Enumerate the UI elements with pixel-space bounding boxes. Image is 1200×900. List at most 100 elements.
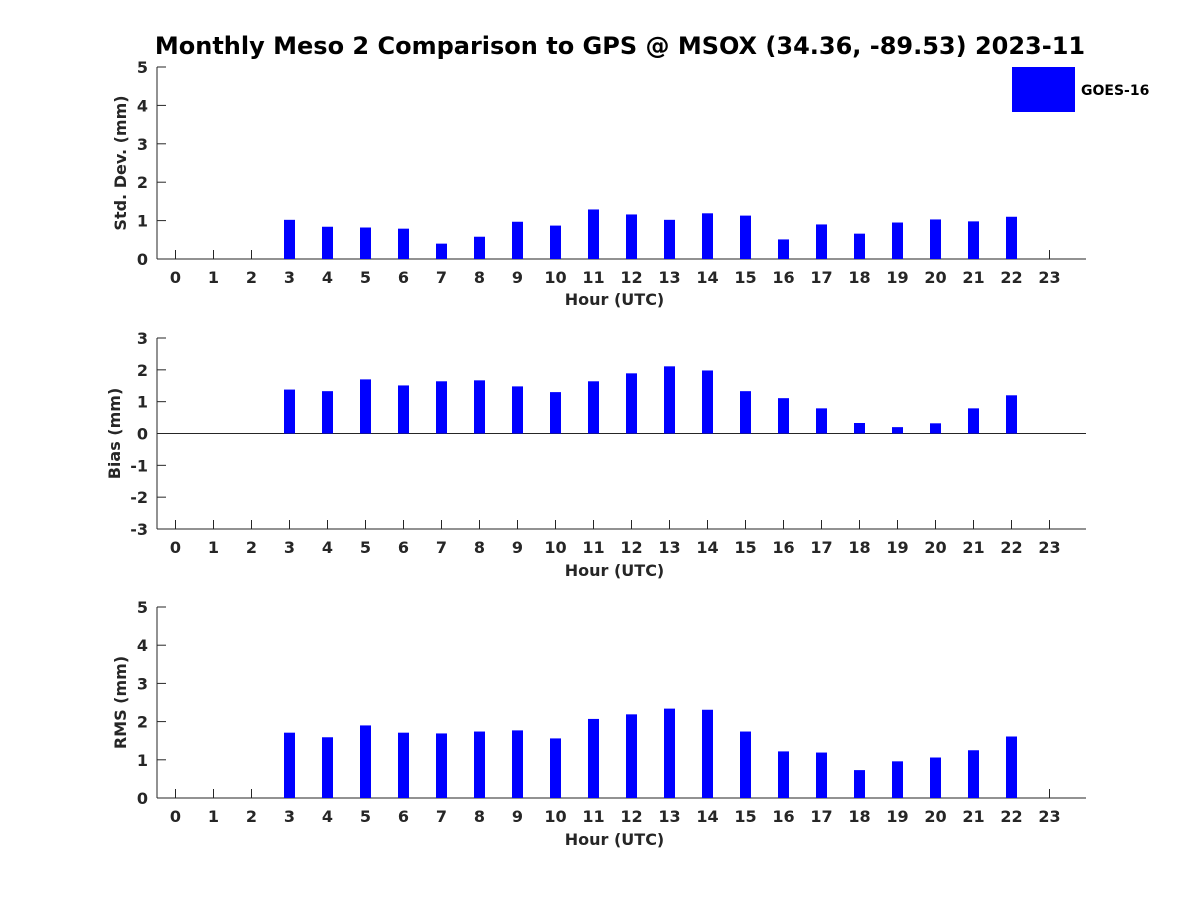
chart-title: Monthly Meso 2 Comparison to GPS @ MSOX … <box>155 32 1085 60</box>
panel2-bar <box>854 422 865 434</box>
panel3-x-tick-label: 4 <box>322 807 333 826</box>
panel1-y-tick-label: 0 <box>137 250 148 269</box>
panel3-y-tick-label: 2 <box>137 713 148 732</box>
panel1-x-tick-label: 9 <box>512 268 523 287</box>
panel3-y-tick-label: 0 <box>137 789 148 808</box>
panel2-x-tick-label: 3 <box>284 538 295 557</box>
panel2-x-tick-label: 6 <box>398 538 409 557</box>
panel2-x-tick-label: 13 <box>658 538 680 557</box>
panel1-x-tick-label: 16 <box>772 268 794 287</box>
panel2-x-tick-label: 20 <box>924 538 946 557</box>
panel1-x-tick-label: 22 <box>1000 268 1022 287</box>
panel1-x-tick-label: 12 <box>620 268 642 287</box>
panel1-x-tick-label: 23 <box>1038 268 1060 287</box>
panel2-x-tick-label: 16 <box>772 538 794 557</box>
panel3-bar <box>436 733 447 798</box>
legend-label: GOES-16 <box>1081 83 1149 99</box>
panel3-x-tick-label: 18 <box>848 807 870 826</box>
panel3-bar <box>322 737 333 798</box>
panel2-x-tick-label: 17 <box>810 538 832 557</box>
panel3-x-tick-label: 17 <box>810 807 832 826</box>
panel3-y-tick-label: 1 <box>137 751 148 770</box>
panel1-x-tick-label: 21 <box>962 268 984 287</box>
panel2-x-tick-label: 15 <box>734 538 756 557</box>
panel1-bar <box>550 225 561 259</box>
panel2-bar <box>474 380 485 434</box>
panel2-y-tick-label: -2 <box>130 488 148 507</box>
panel1-y-axis-label: Std. Dev. (mm) <box>111 95 130 230</box>
panel1-y-tick-label: 4 <box>137 96 148 115</box>
panel3-x-tick-label: 13 <box>658 807 680 826</box>
panel2-bar <box>1006 395 1017 434</box>
panel3-x-tick-label: 20 <box>924 807 946 826</box>
panel3-bar <box>930 757 941 798</box>
panel3-bar <box>702 709 713 798</box>
panel3-bar <box>664 708 675 798</box>
panel2-bar <box>588 381 599 434</box>
panel1-x-tick-label: 3 <box>284 268 295 287</box>
panel2-x-tick-label: 8 <box>474 538 485 557</box>
panel1-bar <box>398 228 409 259</box>
panel2-x-tick-label: 22 <box>1000 538 1022 557</box>
panel1-x-tick-label: 10 <box>544 268 566 287</box>
panel3-x-tick-label: 0 <box>170 807 181 826</box>
panel2-x-tick-label: 4 <box>322 538 333 557</box>
panel2-bar <box>550 392 561 434</box>
panel3-x-tick-label: 8 <box>474 807 485 826</box>
panel1-bar <box>588 209 599 259</box>
panel1-bar <box>968 221 979 259</box>
panel1-x-tick-label: 4 <box>322 268 333 287</box>
panel1-x-tick-label: 2 <box>246 268 257 287</box>
panel1-x-tick-label: 0 <box>170 268 181 287</box>
panel1-bar <box>854 233 865 259</box>
panel2-x-tick-label: 7 <box>436 538 447 557</box>
panel3-bar <box>474 731 485 798</box>
panel2-y-tick-label: 3 <box>137 329 148 348</box>
panel1-x-tick-label: 19 <box>886 268 908 287</box>
panel1-bar <box>284 219 295 259</box>
panel1-bar <box>778 239 789 259</box>
panel2-bar <box>284 389 295 434</box>
panel3-x-tick-label: 15 <box>734 807 756 826</box>
panel1-bar <box>930 219 941 259</box>
panel3-x-tick-label: 19 <box>886 807 908 826</box>
panel3-x-tick-label: 12 <box>620 807 642 826</box>
panel3-x-tick-label: 7 <box>436 807 447 826</box>
panel2-bar <box>398 385 409 434</box>
panel1-x-tick-label: 18 <box>848 268 870 287</box>
panel1-x-tick-label: 17 <box>810 268 832 287</box>
panel3-y-tick-label: 4 <box>137 636 148 655</box>
panel1-bar <box>892 222 903 259</box>
panel3-x-tick-label: 21 <box>962 807 984 826</box>
panel3-x-tick-label: 6 <box>398 807 409 826</box>
legend-swatch <box>1012 67 1075 112</box>
panel2-bar <box>702 370 713 434</box>
panel3-y-axis-label: RMS (mm) <box>111 656 130 749</box>
panel3-bar <box>968 750 979 798</box>
panel3-x-tick-label: 3 <box>284 807 295 826</box>
panel1-y-tick-label: 1 <box>137 212 148 231</box>
panel1-x-tick-label: 8 <box>474 268 485 287</box>
panel2-bar <box>930 423 941 434</box>
panel1-x-tick-label: 15 <box>734 268 756 287</box>
panel3-bar <box>588 718 599 798</box>
panel1-bar <box>436 243 447 259</box>
panel2-y-tick-label: -1 <box>130 456 148 475</box>
panel2-x-tick-label: 5 <box>360 538 371 557</box>
panel3-bar <box>816 752 827 798</box>
panel3-y-tick-label: 5 <box>137 598 148 617</box>
panel3-bar <box>1006 736 1017 798</box>
panel1-x-tick-label: 7 <box>436 268 447 287</box>
panel2-bar <box>322 391 333 434</box>
panel2-x-tick-label: 2 <box>246 538 257 557</box>
panel2-x-tick-label: 12 <box>620 538 642 557</box>
panel3-x-tick-label: 1 <box>208 807 219 826</box>
panel2-bar <box>968 408 979 434</box>
panel1-y-tick-label: 3 <box>137 135 148 154</box>
panel2-x-tick-label: 9 <box>512 538 523 557</box>
panel3-bar <box>550 738 561 798</box>
panel3-bar <box>778 751 789 798</box>
panel2-bar <box>740 391 751 434</box>
panel3-x-tick-label: 2 <box>246 807 257 826</box>
